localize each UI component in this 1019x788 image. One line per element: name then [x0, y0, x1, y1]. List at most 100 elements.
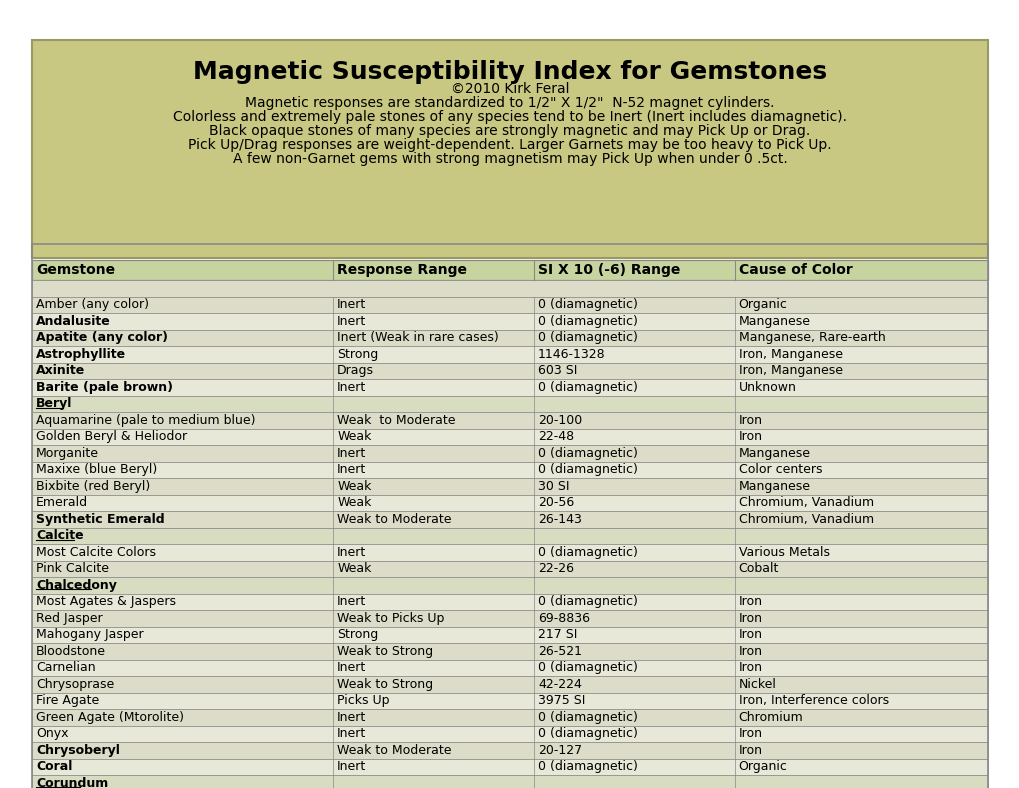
Text: 20-56: 20-56 [537, 496, 574, 509]
Text: Color centers: Color centers [738, 463, 821, 476]
Bar [32, 593, 987, 610]
Bar [32, 626, 987, 643]
Text: 0 (diamagnetic): 0 (diamagnetic) [537, 463, 637, 476]
Text: 20-127: 20-127 [537, 744, 582, 756]
Text: 603 SI: 603 SI [537, 364, 577, 377]
Text: Inert: Inert [337, 711, 366, 723]
Text: Mahogany Jasper: Mahogany Jasper [36, 628, 144, 641]
Bar [32, 280, 987, 296]
Text: Weak to Moderate: Weak to Moderate [337, 744, 451, 756]
Text: 3975 SI: 3975 SI [537, 694, 585, 708]
Text: Maxixe (blue Beryl): Maxixe (blue Beryl) [36, 463, 157, 476]
Bar [32, 643, 987, 660]
Text: Weak: Weak [337, 480, 371, 492]
Text: Organic: Organic [738, 760, 787, 773]
Text: Inert: Inert [337, 381, 366, 394]
Text: Synthetic Emerald: Synthetic Emerald [36, 513, 164, 526]
Bar [32, 759, 987, 775]
Text: 0 (diamagnetic): 0 (diamagnetic) [537, 381, 637, 394]
Bar [32, 544, 987, 560]
Bar [32, 462, 987, 478]
Text: 0 (diamagnetic): 0 (diamagnetic) [537, 661, 637, 675]
Bar [32, 260, 987, 280]
Text: Barite (pale brown): Barite (pale brown) [36, 381, 173, 394]
Text: Emerald: Emerald [36, 496, 88, 509]
Text: 0 (diamagnetic): 0 (diamagnetic) [537, 711, 637, 723]
Text: Iron: Iron [738, 744, 762, 756]
Bar [32, 445, 987, 462]
Text: Morganite: Morganite [36, 447, 99, 459]
Bar [32, 478, 987, 495]
Text: 26-521: 26-521 [537, 645, 581, 658]
Text: Cause of Color: Cause of Color [738, 263, 852, 277]
Bar [32, 260, 987, 280]
Text: Beryl: Beryl [36, 397, 72, 411]
Text: Chromium, Vanadium: Chromium, Vanadium [738, 513, 873, 526]
Text: Andalusite: Andalusite [36, 314, 111, 328]
Bar [32, 296, 987, 313]
Text: Iron, Manganese: Iron, Manganese [738, 364, 842, 377]
Text: Bixbite (red Beryl): Bixbite (red Beryl) [36, 480, 150, 492]
Bar [32, 329, 987, 346]
Text: Cobalt: Cobalt [738, 563, 779, 575]
Text: Corundum: Corundum [36, 777, 108, 788]
Text: 30 SI: 30 SI [537, 480, 569, 492]
Text: Organic: Organic [738, 298, 787, 311]
Text: Nickel: Nickel [738, 678, 775, 691]
Bar [32, 362, 987, 379]
Text: Weak to Strong: Weak to Strong [337, 678, 433, 691]
Text: 0 (diamagnetic): 0 (diamagnetic) [537, 314, 637, 328]
Text: Inert: Inert [337, 463, 366, 476]
Text: A few non-Garnet gems with strong magnetism may Pick Up when under 0 .5ct.: A few non-Garnet gems with strong magnet… [232, 152, 787, 166]
Text: Bloodstone: Bloodstone [36, 645, 106, 658]
Text: Iron, Interference colors: Iron, Interference colors [738, 694, 888, 708]
Text: Magnetic responses are standardized to 1/2" X 1/2"  N-52 magnet cylinders.: Magnetic responses are standardized to 1… [245, 96, 774, 110]
Text: Iron: Iron [738, 661, 762, 675]
Text: Weak to Strong: Weak to Strong [337, 645, 433, 658]
FancyBboxPatch shape [32, 40, 987, 258]
Text: Apatite (any color): Apatite (any color) [36, 331, 168, 344]
Text: Green Agate (Mtorolite): Green Agate (Mtorolite) [36, 711, 183, 723]
Text: Weak: Weak [337, 496, 371, 509]
Text: Fire Agate: Fire Agate [36, 694, 99, 708]
Text: Iron: Iron [738, 430, 762, 444]
Bar [32, 243, 987, 788]
Bar [32, 495, 987, 511]
Text: Picks Up: Picks Up [337, 694, 389, 708]
Text: Weak to Picks Up: Weak to Picks Up [337, 611, 444, 625]
Text: Calcite: Calcite [36, 530, 84, 542]
Text: Weak: Weak [337, 563, 371, 575]
Text: Inert (Weak in rare cases): Inert (Weak in rare cases) [337, 331, 498, 344]
Text: 22-48: 22-48 [537, 430, 574, 444]
Text: Manganese, Rare-earth: Manganese, Rare-earth [738, 331, 884, 344]
Text: Black opaque stones of many species are strongly magnetic and may Pick Up or Dra: Black opaque stones of many species are … [209, 124, 810, 138]
Bar [32, 610, 987, 626]
Text: Amber (any color): Amber (any color) [36, 298, 149, 311]
Text: Axinite: Axinite [36, 364, 86, 377]
Bar [32, 346, 987, 362]
Text: Inert: Inert [337, 727, 366, 740]
Text: Chromium, Vanadium: Chromium, Vanadium [738, 496, 873, 509]
Text: Chalcedony: Chalcedony [36, 578, 117, 592]
Text: Pick Up/Drag responses are weight-dependent. Larger Garnets may be too heavy to : Pick Up/Drag responses are weight-depend… [187, 138, 832, 152]
Text: Iron: Iron [738, 595, 762, 608]
Text: Coral: Coral [36, 760, 72, 773]
Text: 0 (diamagnetic): 0 (diamagnetic) [537, 331, 637, 344]
Bar [32, 560, 987, 577]
Text: Inert: Inert [337, 760, 366, 773]
Text: Weak to Moderate: Weak to Moderate [337, 513, 451, 526]
Text: 42-224: 42-224 [537, 678, 581, 691]
Text: Chromium: Chromium [738, 711, 803, 723]
Text: Iron: Iron [738, 727, 762, 740]
Text: 0 (diamagnetic): 0 (diamagnetic) [537, 546, 637, 559]
Text: Inert: Inert [337, 447, 366, 459]
Text: Golden Beryl & Heliodor: Golden Beryl & Heliodor [36, 430, 186, 444]
Text: Iron: Iron [738, 414, 762, 427]
Bar [32, 577, 987, 593]
Text: Inert: Inert [337, 314, 366, 328]
Text: 26-143: 26-143 [537, 513, 581, 526]
Text: Magnetic Susceptibility Index for Gemstones: Magnetic Susceptibility Index for Gemsto… [193, 60, 826, 84]
Text: Gemstone: Gemstone [36, 263, 115, 277]
Text: Strong: Strong [337, 348, 378, 361]
Bar [32, 379, 987, 396]
